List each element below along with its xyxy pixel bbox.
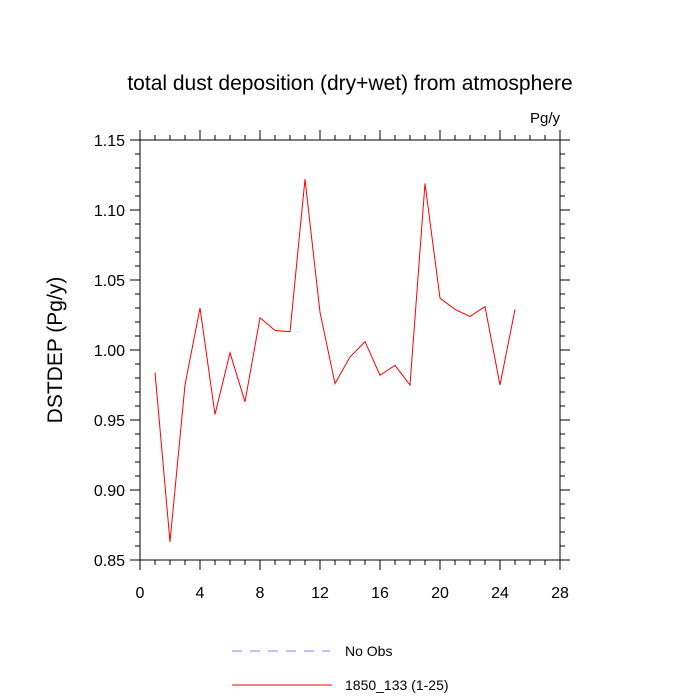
- units-label: Pg/y: [530, 110, 561, 127]
- y-tick-label: 1.00: [94, 343, 125, 360]
- legend: No Obs 1850_133 (1-25): [232, 643, 449, 693]
- chart-title: total dust deposition (dry+wet) from atm…: [127, 72, 572, 95]
- legend-label-1850-133: 1850_133 (1-25): [345, 677, 449, 693]
- x-tick-label: 24: [491, 585, 509, 602]
- x-tick-label: 16: [371, 585, 389, 602]
- y-tick-label: 1.05: [94, 273, 125, 290]
- x-tick-label: 12: [311, 585, 329, 602]
- series-line-1: [154, 179, 516, 542]
- y-axis-label: DSTDEP (Pg/y): [44, 277, 67, 424]
- y-tick-label: 0.90: [94, 483, 125, 500]
- axis-ticks: [130, 130, 570, 570]
- y-tick-label: 0.95: [94, 413, 125, 430]
- axis-tick-labels: 0 4 8 12 16 20 24 28 0.85 0.90 0.95 1.00 1.05 1.10 1.1…: [94, 133, 569, 602]
- x-tick-label: 28: [551, 585, 569, 602]
- x-tick-label: 8: [256, 585, 265, 602]
- x-tick-label: 0: [136, 585, 145, 602]
- x-tick-label: 20: [431, 585, 449, 602]
- series-lines: [154, 179, 516, 542]
- y-tick-label: 1.15: [94, 133, 125, 150]
- plot-frame: [139, 139, 561, 561]
- legend-label-no-obs: No Obs: [345, 643, 392, 659]
- x-tick-label: 4: [196, 585, 205, 602]
- y-tick-label: 0.85: [94, 553, 125, 570]
- y-tick-label: 1.10: [94, 203, 125, 220]
